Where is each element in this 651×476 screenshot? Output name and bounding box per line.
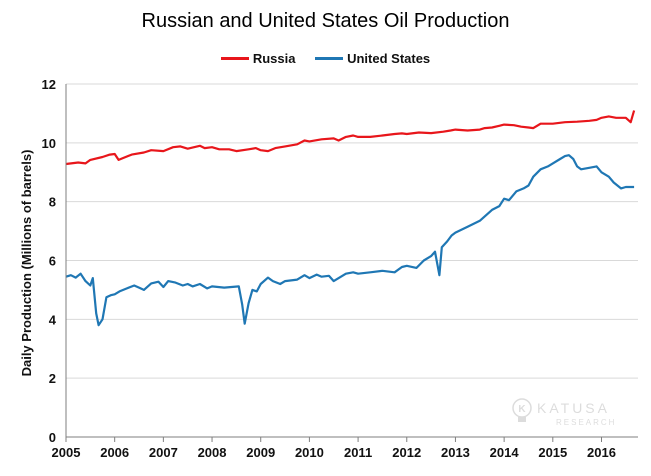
grid-lines [66,83,638,379]
y-tick-label: 8 [49,195,56,210]
y-axis-ticks: 0 2 4 6 8 10 12 [42,77,57,445]
x-tick-label: 2012 [392,445,421,460]
x-tick-label: 2010 [295,445,324,460]
lightbulb-k-icon: K [512,398,532,422]
y-tick-label: 10 [42,136,56,151]
x-tick-label: 2011 [344,445,372,460]
watermark-line1: KATUSA [537,400,610,416]
y-axis-label: Daily Production (Millions of barrels) [19,150,34,377]
x-tick-label: 2009 [246,445,275,460]
x-tick-label: 2013 [441,445,470,460]
x-tick-label: 2014 [490,445,520,460]
legend-label-russia: Russia [252,51,296,66]
x-tick-label: 2006 [100,445,129,460]
y-tick-label: 12 [42,77,56,92]
legend-swatch-united-states [315,57,344,60]
x-tick-label: 2007 [149,445,178,460]
series-line-russia [65,110,636,166]
legend-label-united-states: United States [347,51,431,66]
chart-title: Russian and United States Oil Production [141,10,510,32]
katusa-watermark: K KATUSA RESEARCH [512,398,616,427]
x-tick-label: 2005 [52,445,81,460]
watermark-line2: RESEARCH [556,418,616,427]
x-tick-label: 2015 [538,445,567,460]
y-tick-label: 2 [49,371,56,386]
series-line-united-states [65,154,635,327]
y-tick-label: 0 [49,430,56,445]
svg-text:K: K [518,404,526,415]
x-tick-label: 2008 [198,445,227,460]
x-tick-label: 2016 [587,445,616,460]
chart-legend: Russia United States [0,48,651,66]
y-tick-label: 6 [49,254,56,269]
legend-item-united-states: United States [315,51,430,66]
x-axis-ticks: 2005 2006 2007 2008 2009 2010 2011 2012 2013 2014… [52,437,616,460]
series-lines [65,110,636,327]
y-tick-label: 4 [49,312,57,327]
legend-swatch-russia [220,57,249,60]
axes [65,84,638,438]
legend-item-russia: Russia [220,51,296,66]
